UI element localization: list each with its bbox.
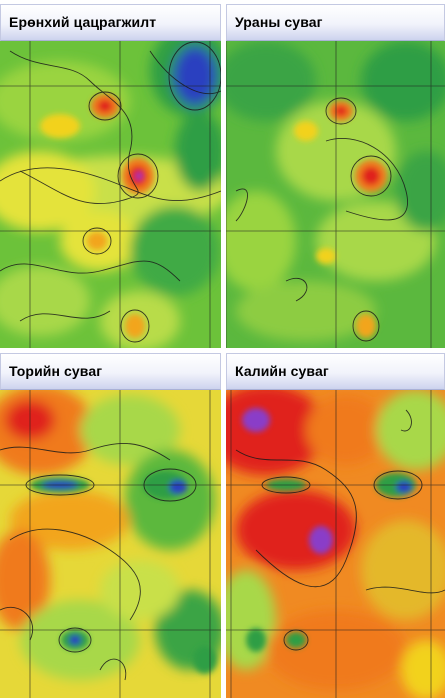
radiometric-map-uranium	[226, 41, 445, 348]
radiometric-map-total	[0, 41, 221, 348]
panel-uranium: Ураны суваг	[226, 4, 445, 348]
panel-header: Ураны суваг	[226, 4, 445, 41]
panel-header: Калийн суваг	[226, 353, 445, 390]
panel-potassium: Калийн суваг	[226, 353, 445, 698]
panel-title: Торийн суваг	[9, 363, 103, 379]
radiometric-map-thorium	[0, 390, 221, 698]
panel-title: Ерөнхий цацрагжилт	[9, 14, 157, 30]
panel-thorium: Торийн суваг	[0, 353, 221, 698]
panel-title: Ураны суваг	[235, 14, 323, 30]
panel-total-radiation: Ерөнхий цацрагжилт	[0, 4, 221, 348]
panel-header: Торийн суваг	[0, 353, 221, 390]
panel-header: Ерөнхий цацрагжилт	[0, 4, 221, 41]
radiometric-map-potassium	[226, 390, 445, 698]
panel-title: Калийн суваг	[235, 363, 329, 379]
